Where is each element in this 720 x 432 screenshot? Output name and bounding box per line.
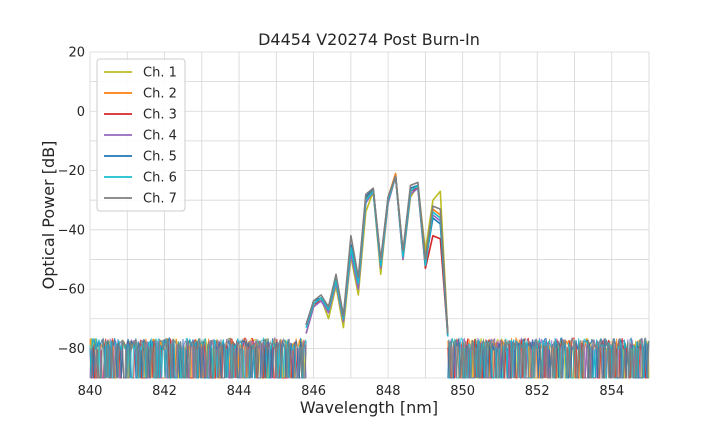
legend-label: Ch. 6 (143, 171, 177, 186)
x-tick-label: 842 (152, 384, 177, 399)
series-lines (305, 172, 449, 337)
x-tick-label: 848 (376, 384, 401, 399)
noise-trace (89, 336, 307, 379)
legend-label: Ch. 4 (143, 129, 177, 144)
x-tick-labels: 840 842 844 846 848 850 852 854 (78, 384, 625, 399)
x-tick-label: 844 (227, 384, 252, 399)
legend-label: Ch. 5 (143, 150, 177, 165)
y-tick-label: −40 (58, 223, 85, 238)
y-tick-label: −60 (58, 283, 85, 298)
y-tick-label: −20 (58, 164, 85, 179)
legend-label: Ch. 7 (143, 192, 177, 207)
legend: Ch. 1 Ch. 2 Ch. 3 Ch. 4 Ch. 5 Ch. 6 Ch. 7 (96, 58, 186, 212)
noise-trace (90, 337, 307, 379)
legend-box (96, 58, 186, 212)
y-tick-labels: 20 0 −20 −40 −60 −80 (58, 46, 85, 357)
legend-label: Ch. 2 (143, 87, 177, 102)
legend-label: Ch. 3 (143, 108, 177, 123)
x-tick-label: 846 (301, 384, 326, 399)
x-tick-label: 852 (525, 384, 550, 399)
x-axis-title: Wavelength [nm] (300, 398, 438, 417)
noise-trace (447, 337, 649, 379)
y-tick-label: −80 (58, 342, 85, 357)
noise-floor (89, 336, 650, 379)
y-axis-title: Optical Power [dB] (39, 141, 58, 290)
series-line (305, 175, 449, 334)
x-tick-label: 854 (599, 384, 624, 399)
legend-label: Ch. 1 (143, 66, 177, 81)
y-tick-label: 20 (68, 46, 85, 61)
y-tick-label: 0 (77, 105, 85, 120)
x-tick-label: 850 (450, 384, 475, 399)
chart-title: D4454 V20274 Post Burn-In (258, 30, 480, 49)
x-tick-label: 840 (78, 384, 103, 399)
noise-trace (447, 337, 650, 379)
